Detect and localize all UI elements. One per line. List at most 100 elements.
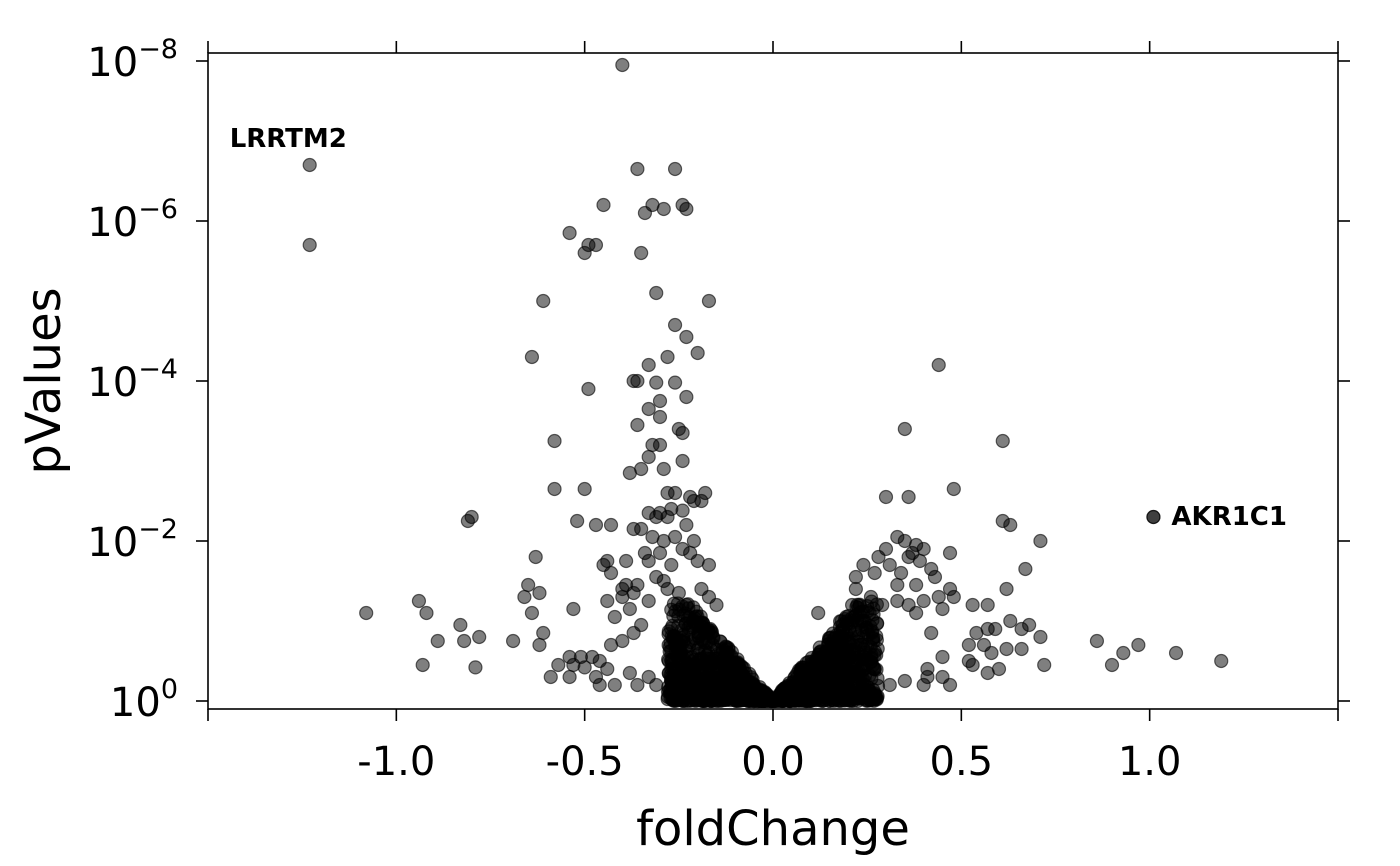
data-point xyxy=(882,677,897,693)
data-point xyxy=(532,585,547,601)
data-point xyxy=(856,557,871,573)
data-point xyxy=(988,621,1003,637)
y-tick-base: 10 xyxy=(87,360,138,406)
data-point xyxy=(566,601,581,617)
data-points xyxy=(302,57,1229,709)
data-point xyxy=(676,652,692,667)
data-point xyxy=(577,481,592,497)
data-point xyxy=(856,673,872,688)
data-point xyxy=(547,433,562,449)
data-point xyxy=(652,545,668,561)
data-point xyxy=(536,293,551,309)
data-point xyxy=(630,417,645,433)
data-point xyxy=(675,677,690,693)
plot-frame xyxy=(207,52,1339,710)
data-point xyxy=(667,161,683,177)
data-point xyxy=(472,629,487,645)
data-point xyxy=(634,245,649,261)
x-axis-title: foldChange xyxy=(636,801,910,857)
data-point xyxy=(667,375,683,390)
data-point xyxy=(592,677,607,693)
data-point xyxy=(641,357,656,373)
data-point xyxy=(1168,645,1184,661)
data-point xyxy=(1018,561,1033,577)
data-point xyxy=(359,605,374,621)
data-point xyxy=(865,624,880,639)
data-point xyxy=(848,581,863,597)
data-point xyxy=(615,633,630,649)
data-point xyxy=(577,245,592,261)
data-point xyxy=(969,625,984,641)
data-point xyxy=(641,593,656,609)
data-point xyxy=(863,589,879,605)
data-point xyxy=(838,670,853,685)
data-point xyxy=(686,533,702,549)
data-point xyxy=(649,677,664,693)
data-point xyxy=(641,449,656,465)
data-point xyxy=(875,597,890,613)
x-tick-label: -0.5 xyxy=(546,739,624,785)
annotated-point xyxy=(302,157,317,173)
data-point xyxy=(641,553,656,569)
data-point xyxy=(615,57,630,73)
data-point xyxy=(679,201,694,217)
y-axis-title: pValues xyxy=(16,287,72,474)
data-point xyxy=(453,617,468,633)
data-point xyxy=(536,625,551,641)
data-point xyxy=(912,553,928,569)
data-point xyxy=(909,605,924,621)
y-tick-base: 10 xyxy=(87,520,138,566)
data-point xyxy=(690,681,705,697)
data-point xyxy=(980,665,995,681)
gene-annotations: LRRTM2 AKR1C1 xyxy=(230,124,1287,532)
data-point xyxy=(547,481,562,497)
data-point xyxy=(528,549,543,565)
data-point xyxy=(697,670,712,686)
data-point xyxy=(878,489,894,505)
data-point xyxy=(961,637,976,653)
data-point xyxy=(836,693,851,708)
y-tick-base: 10 xyxy=(87,40,138,86)
data-point xyxy=(675,503,690,518)
y-tick-label: 10−6 xyxy=(87,194,178,246)
data-point xyxy=(897,421,912,437)
data-point xyxy=(675,425,690,441)
data-point xyxy=(1089,633,1105,649)
data-point xyxy=(709,597,724,613)
data-point xyxy=(524,605,540,621)
data-point xyxy=(701,293,717,309)
data-point xyxy=(820,683,835,698)
data-point xyxy=(1003,613,1018,629)
data-point xyxy=(834,614,849,629)
data-point xyxy=(790,666,805,681)
data-point xyxy=(457,633,472,649)
y-tick-label: 10−8 xyxy=(87,34,178,86)
data-point xyxy=(690,345,705,361)
data-point xyxy=(664,557,679,573)
data-point xyxy=(931,589,946,605)
data-point xyxy=(789,693,804,708)
data-point xyxy=(946,481,961,497)
data-point xyxy=(543,669,558,685)
data-point xyxy=(663,690,678,706)
data-point xyxy=(600,661,615,677)
data-point xyxy=(622,601,637,617)
data-point xyxy=(999,641,1014,657)
data-point xyxy=(562,225,577,241)
data-point xyxy=(811,605,826,621)
data-point xyxy=(660,509,675,525)
data-point xyxy=(618,553,634,569)
data-point xyxy=(419,605,434,621)
data-point xyxy=(656,461,671,477)
data-point xyxy=(634,521,649,537)
y-tick-label: 100 xyxy=(110,674,178,726)
data-point xyxy=(942,677,958,693)
x-tick-label: -1.0 xyxy=(357,739,435,785)
data-point xyxy=(607,609,622,625)
data-point xyxy=(848,569,863,585)
data-point xyxy=(468,660,483,675)
data-point xyxy=(665,657,680,672)
data-point xyxy=(897,673,912,689)
data-point xyxy=(430,633,445,649)
